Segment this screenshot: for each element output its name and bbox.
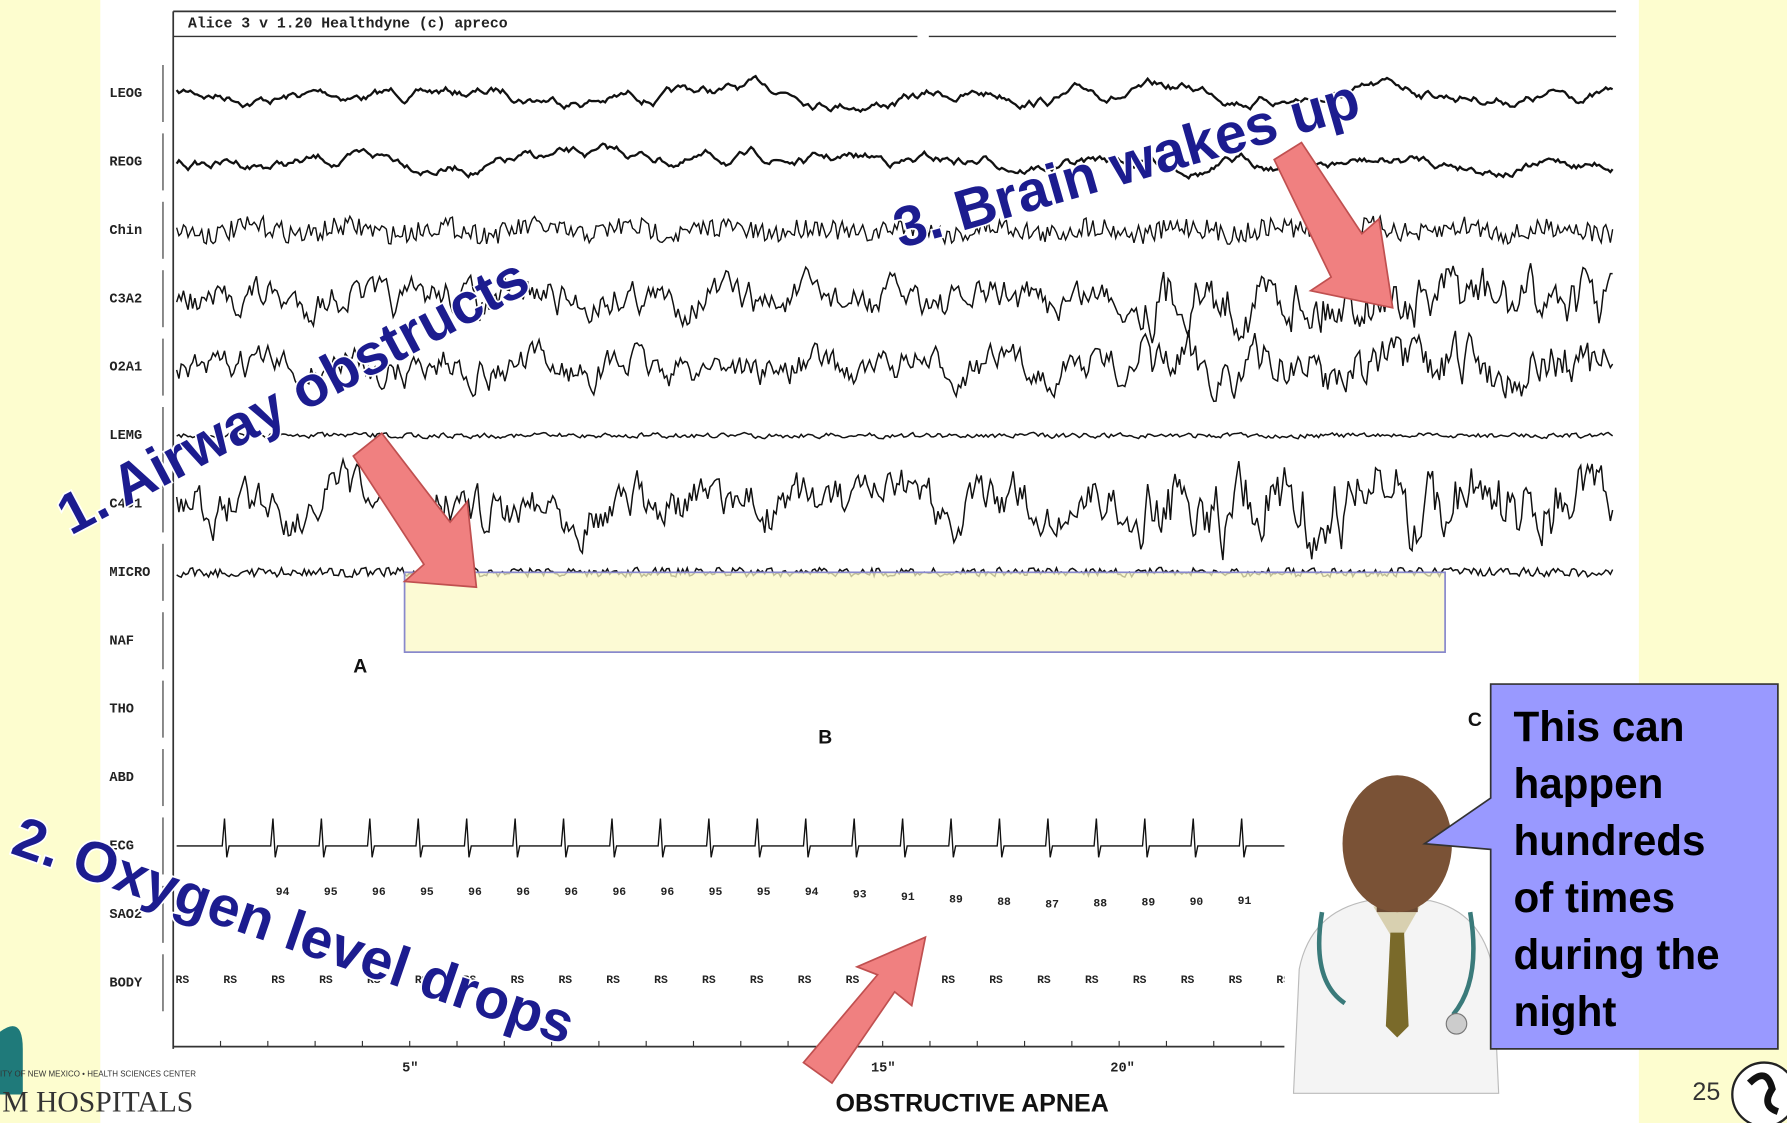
channel-label: Chin — [109, 224, 142, 239]
body-position: RS — [558, 975, 572, 987]
body-position: RS — [1133, 975, 1147, 987]
channel-label: NAF — [109, 634, 134, 649]
sao2-reading: 91 — [901, 892, 915, 904]
caption: OBSTRUCTIVE APNEA — [835, 1090, 1108, 1118]
channel-label: REOG — [109, 156, 142, 171]
highlight-box — [405, 572, 1446, 652]
body-position: RS — [223, 975, 237, 987]
logo-subtitle: ITY OF NEW MEXICO • HEALTH SCIENCES CENT… — [0, 1069, 196, 1078]
slide: Alice 3 v 1.20 Healthdyne (c) apreco LEO… — [0, 0, 1787, 1123]
channel-label: LEOG — [109, 87, 142, 102]
sao2-reading: 90 — [1190, 897, 1204, 909]
sao2-reading: 88 — [1093, 899, 1107, 911]
page-number: 25 — [1692, 1078, 1720, 1106]
channel-label: ABD — [109, 771, 134, 786]
body-position: RS — [702, 975, 716, 987]
time-label: 5" — [402, 1062, 418, 1077]
body-position: RS — [846, 975, 860, 987]
sao2-reading: 95 — [420, 887, 434, 899]
body-position: RS — [176, 975, 190, 987]
channel-label: THO — [109, 703, 134, 718]
sao2-reading: 89 — [1142, 898, 1156, 910]
time-label: 15" — [871, 1062, 896, 1077]
callout-line: This can — [1513, 703, 1684, 750]
event-marker: A — [353, 656, 367, 678]
unm-logo — [0, 1026, 23, 1094]
sao2-reading: 96 — [612, 887, 626, 899]
sao2-reading: 88 — [997, 897, 1011, 909]
callout-line: of times — [1513, 874, 1675, 921]
sao2-reading: 91 — [1238, 896, 1252, 908]
sao2-reading: 95 — [709, 887, 723, 899]
body-position: RS — [798, 975, 812, 987]
body-position: RS — [654, 975, 668, 987]
logo: M HOSPITALS — [2, 1087, 193, 1119]
sao2-reading: 94 — [805, 887, 819, 899]
sao2-reading: 93 — [853, 889, 867, 901]
body-position: RS — [271, 975, 285, 987]
callout-line: happen — [1513, 760, 1663, 807]
sao2-reading: 89 — [949, 895, 963, 907]
body-position: RS — [750, 975, 764, 987]
body-position: RS — [606, 975, 620, 987]
event-marker: B — [818, 726, 832, 748]
channel-label: C3A2 — [109, 292, 142, 307]
sao2-reading: 95 — [757, 887, 771, 899]
sao2-reading: 95 — [324, 887, 338, 899]
academy-logo — [1732, 1063, 1787, 1123]
body-position: RS — [1229, 975, 1243, 987]
sao2-reading: 87 — [1045, 900, 1059, 912]
channel-label: BODY — [109, 976, 143, 991]
sao2-reading: 96 — [661, 887, 675, 899]
time-label: 20" — [1110, 1062, 1135, 1077]
body-position: RS — [1085, 975, 1099, 987]
body-position: RS — [989, 975, 1003, 987]
sao2-reading: 96 — [372, 887, 386, 899]
stethoscope — [1446, 1014, 1467, 1035]
record-title: Alice 3 v 1.20 Healthdyne (c) apreco — [188, 16, 508, 32]
sao2-reading: 96 — [564, 887, 578, 899]
sao2-reading: 96 — [468, 887, 482, 899]
channel-label: MICRO — [109, 566, 150, 581]
page: {"header":{"title":"Alice 3 v 1.20 Healt… — [0, 0, 1787, 1123]
channel-label: O2A1 — [109, 361, 142, 376]
sao2-reading: 96 — [516, 887, 530, 899]
event-marker: C — [1468, 709, 1482, 731]
callout-line: hundreds — [1513, 817, 1705, 864]
callout-line: during the — [1513, 931, 1719, 978]
body-position: RS — [941, 975, 955, 987]
body-position: RS — [1037, 975, 1051, 987]
body-position: RS — [1181, 975, 1195, 987]
callout-line: night — [1513, 988, 1616, 1035]
